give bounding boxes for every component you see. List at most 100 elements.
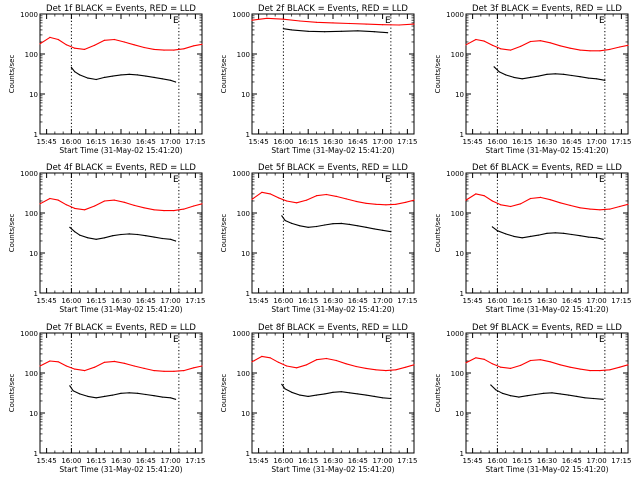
- events-data-point: [128, 73, 130, 75]
- lld-data-point: [153, 370, 155, 372]
- lld-data-point: [475, 357, 477, 359]
- lld-data-point: [355, 200, 357, 202]
- events-data-point: [284, 219, 286, 222]
- events-data-point: [579, 76, 581, 78]
- y-tick-label: 1: [246, 131, 250, 139]
- events-data-point: [587, 236, 589, 238]
- lld-data-point: [282, 18, 284, 20]
- lld-data-point: [163, 210, 165, 212]
- x-tick-label: 17:00: [160, 297, 180, 305]
- lld-data-point: [549, 42, 551, 44]
- lld-data-point: [413, 364, 415, 366]
- x-tick-label: 17:15: [397, 457, 417, 465]
- events-data-point: [128, 392, 130, 394]
- events-data-point: [324, 393, 326, 395]
- events-data-point: [592, 397, 594, 400]
- events-data-point: [120, 392, 122, 394]
- events-series-line: [490, 384, 604, 400]
- lld-data-point: [49, 36, 51, 39]
- lld-data-point: [74, 368, 76, 370]
- lld-data-point: [325, 357, 327, 360]
- events-data-point: [74, 231, 76, 233]
- events-data-point: [282, 28, 284, 30]
- lld-data-point: [84, 370, 86, 372]
- y-tick-label: 1: [460, 131, 464, 139]
- lld-data-point: [500, 48, 502, 50]
- lld-series-line: [251, 191, 415, 206]
- events-data-point: [513, 235, 515, 237]
- events-data-point: [161, 237, 163, 240]
- lld-data-point: [483, 40, 485, 42]
- lld-data-point: [589, 370, 591, 372]
- events-data-point: [153, 236, 155, 238]
- x-tick-label: 15:45: [463, 297, 483, 305]
- lld-data-point: [296, 367, 298, 369]
- lld-data-point: [251, 361, 253, 363]
- lld-data-point: [163, 370, 165, 372]
- y-tick-label: 1: [34, 290, 38, 298]
- events-data-point: [521, 78, 523, 80]
- events-data-point: [357, 30, 359, 32]
- lld-data-point: [510, 205, 512, 208]
- lld-data-point: [315, 195, 318, 197]
- events-data-point: [87, 237, 89, 239]
- events-data-point: [136, 233, 139, 236]
- events-data-point: [357, 225, 359, 227]
- y-tick-label: 1: [34, 450, 38, 458]
- lld-data-point: [183, 48, 185, 50]
- x-axis-label: Start Time (31-May-02 15:41:20): [271, 305, 394, 314]
- x-tick-label: 17:15: [185, 457, 205, 465]
- lld-data-point: [465, 199, 467, 201]
- lld-data-point: [39, 203, 41, 205]
- panel-title: Det 7f BLACK = Events, RED = LLD: [46, 323, 196, 333]
- lld-data-point: [65, 44, 67, 46]
- events-data-point: [170, 79, 172, 81]
- lld-data-point: [520, 364, 522, 366]
- events-data-point: [365, 394, 367, 396]
- lld-data-point: [103, 200, 106, 202]
- lld-series-line: [465, 38, 629, 52]
- x-tick-label: 17:00: [372, 457, 392, 465]
- x-tick-label: 16:15: [298, 297, 318, 305]
- x-tick-label: 16:30: [537, 457, 557, 465]
- x-tick-label: 15:45: [249, 138, 269, 146]
- lld-data-point: [398, 24, 400, 26]
- events-data-point: [390, 397, 392, 400]
- plot-frame: [251, 332, 415, 454]
- end-marker-letter: E: [173, 16, 179, 26]
- events-data-point: [365, 226, 367, 228]
- lld-series-line: [465, 193, 629, 211]
- events-data-point: [95, 238, 97, 240]
- events-data-point: [551, 392, 553, 394]
- lld-data-point: [277, 361, 279, 363]
- lld-data-point: [520, 45, 522, 48]
- events-data-point: [559, 393, 561, 395]
- lld-data-point: [500, 204, 502, 206]
- events-data-point: [175, 240, 177, 242]
- y-tick-label: 1000: [20, 330, 38, 338]
- lld-data-point: [579, 49, 581, 51]
- y-axis-label: Counts/sec: [8, 374, 16, 413]
- lld-data-point: [251, 19, 253, 21]
- x-tick-label: 17:00: [372, 138, 392, 146]
- events-data-point: [112, 235, 114, 237]
- events-data-point: [332, 391, 334, 393]
- x-tick-label: 16:30: [537, 138, 557, 146]
- events-data-point: [490, 384, 492, 386]
- lld-data-point: [475, 38, 477, 41]
- lld-data-point: [609, 369, 611, 371]
- lld-data-point: [549, 199, 551, 201]
- events-data-point: [340, 391, 342, 393]
- plot-frame: [251, 172, 415, 294]
- x-tick-label: 17:00: [160, 457, 180, 465]
- end-marker-letter: E: [173, 175, 179, 185]
- lld-data-point: [579, 368, 581, 370]
- events-data-point: [387, 32, 389, 34]
- x-tick-label: 15:45: [37, 138, 57, 146]
- events-series-line: [283, 28, 388, 34]
- lld-data-point: [193, 45, 195, 47]
- events-data-point: [145, 75, 147, 77]
- events-data-point: [281, 215, 283, 217]
- lld-data-point: [123, 41, 125, 43]
